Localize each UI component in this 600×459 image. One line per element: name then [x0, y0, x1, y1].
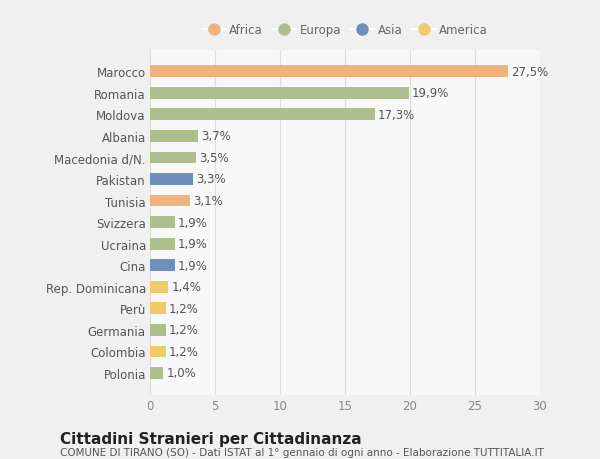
- Text: 17,3%: 17,3%: [378, 109, 415, 122]
- Bar: [150, 88, 409, 100]
- Text: 1,9%: 1,9%: [178, 259, 208, 272]
- Text: 1,2%: 1,2%: [169, 345, 199, 358]
- Bar: [150, 303, 166, 314]
- Bar: [150, 324, 166, 336]
- Text: 19,9%: 19,9%: [412, 87, 449, 100]
- Bar: [150, 367, 163, 379]
- Text: Cittadini Stranieri per Cittadinanza: Cittadini Stranieri per Cittadinanza: [60, 431, 362, 447]
- Text: 1,9%: 1,9%: [178, 216, 208, 229]
- Bar: [150, 131, 198, 142]
- Text: 1,9%: 1,9%: [178, 238, 208, 251]
- Text: 3,7%: 3,7%: [202, 130, 231, 143]
- Bar: [150, 109, 375, 121]
- Bar: [150, 260, 175, 272]
- Text: 1,4%: 1,4%: [172, 280, 202, 294]
- Bar: [150, 174, 193, 185]
- Bar: [150, 238, 175, 250]
- Text: 3,5%: 3,5%: [199, 151, 229, 165]
- Text: COMUNE DI TIRANO (SO) - Dati ISTAT al 1° gennaio di ogni anno - Elaborazione TUT: COMUNE DI TIRANO (SO) - Dati ISTAT al 1°…: [60, 448, 544, 458]
- Text: 3,1%: 3,1%: [194, 195, 223, 207]
- Bar: [150, 195, 190, 207]
- Bar: [150, 217, 175, 229]
- Text: 1,2%: 1,2%: [169, 324, 199, 336]
- Bar: [150, 281, 168, 293]
- Bar: [150, 152, 196, 164]
- Legend: Africa, Europa, Asia, America: Africa, Europa, Asia, America: [200, 22, 490, 39]
- Text: 27,5%: 27,5%: [511, 66, 548, 78]
- Text: 1,2%: 1,2%: [169, 302, 199, 315]
- Text: 1,0%: 1,0%: [166, 367, 196, 380]
- Text: 3,3%: 3,3%: [196, 173, 226, 186]
- Bar: [150, 66, 508, 78]
- Bar: [150, 346, 166, 358]
